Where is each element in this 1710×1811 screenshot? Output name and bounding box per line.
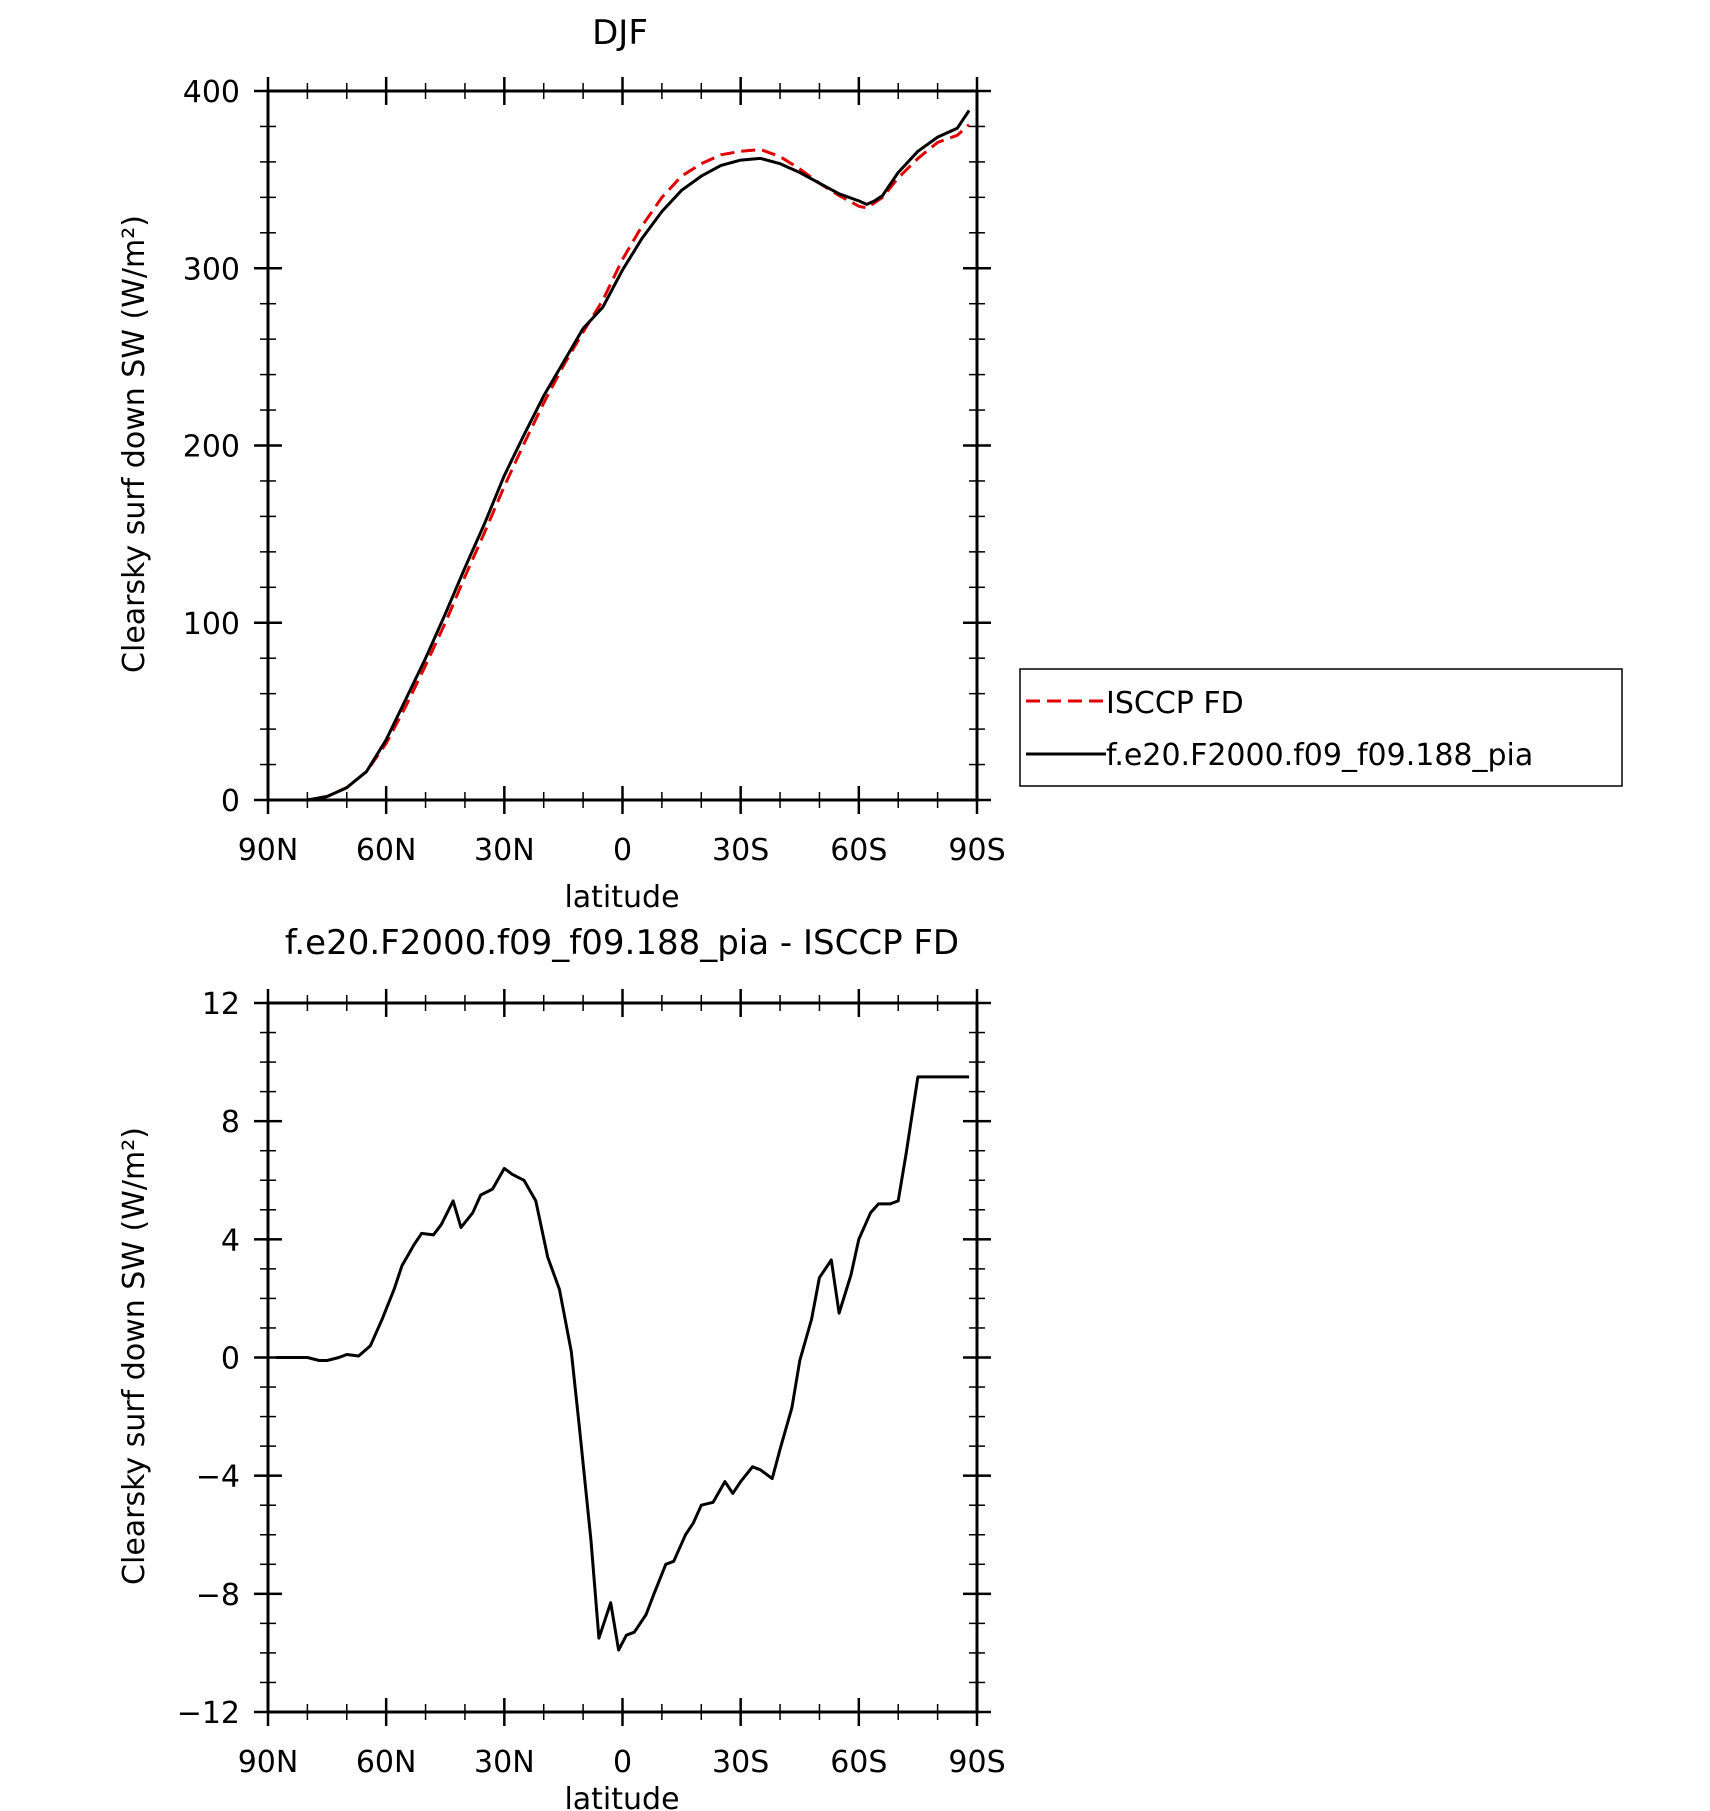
- y-tick-label: 12: [202, 987, 240, 1022]
- legend-label-isccp: ISCCP FD: [1106, 686, 1244, 721]
- x-tick-label: 90S: [948, 833, 1005, 868]
- bottom-series-lines: [275, 1075, 970, 1652]
- top-series-lines: [275, 109, 971, 802]
- top-x-tick-labels: 90N 60N 30N 0 30S 60S 90S: [238, 833, 1006, 868]
- top-panel-title: DJF: [592, 13, 648, 53]
- top-y-axis-label: Clearsky surf down SW (W/m²): [117, 215, 152, 673]
- bottom-x-tick-labels: 90N 60N 30N 0 30S 60S 90S: [238, 1745, 1006, 1780]
- bottom-y-tick-labels: −12 −8 −4 0 4 8 12: [177, 987, 240, 1731]
- bottom-panel: f.e20.F2000.f09_f09.188_pia - ISCCP FD 9…: [117, 923, 1006, 1811]
- y-tick-label: −4: [196, 1460, 240, 1495]
- y-tick-label: 100: [183, 607, 240, 642]
- y-tick-label: −8: [196, 1578, 240, 1613]
- top-plot-frame: [266, 89, 979, 802]
- x-tick-label: 0: [613, 1745, 632, 1780]
- top-y-tick-labels: 0 100 200 300 400: [183, 75, 240, 819]
- series-line-isccp-fd: [275, 123, 971, 802]
- x-tick-label: 30S: [712, 1745, 769, 1780]
- x-tick-label: 90N: [238, 833, 299, 868]
- y-tick-label: 8: [221, 1105, 240, 1140]
- bottom-panel-title: f.e20.F2000.f09_f09.188_pia - ISCCP FD: [285, 923, 959, 963]
- x-tick-label: 30S: [712, 833, 769, 868]
- series-line-difference: [275, 1075, 970, 1652]
- y-tick-label: 300: [183, 252, 240, 287]
- x-tick-label: 30N: [474, 1745, 535, 1780]
- x-tick-label: 60S: [830, 1745, 887, 1780]
- bottom-plot-frame: [266, 1001, 979, 1714]
- y-tick-label: 400: [183, 75, 240, 110]
- legend: ISCCP FD f.e20.F2000.f09_f09.188_pia: [1019, 668, 1623, 787]
- x-tick-label: 0: [613, 833, 632, 868]
- x-tick-label: 60N: [356, 833, 417, 868]
- x-tick-label: 60S: [830, 833, 887, 868]
- legend-box: [1019, 668, 1623, 787]
- x-tick-label: 90N: [238, 1745, 299, 1780]
- x-tick-label: 90S: [948, 1745, 1005, 1780]
- legend-label-model: f.e20.F2000.f09_f09.188_pia: [1106, 738, 1533, 773]
- y-tick-label: 0: [221, 784, 240, 819]
- series-line-model: [275, 109, 971, 802]
- y-tick-label: 4: [221, 1223, 240, 1258]
- top-x-axis-label: latitude: [564, 880, 679, 915]
- y-tick-label: 200: [183, 430, 240, 465]
- x-tick-label: 60N: [356, 1745, 417, 1780]
- bottom-y-axis-label: Clearsky surf down SW (W/m²): [117, 1127, 152, 1585]
- bottom-x-axis-label: latitude: [564, 1782, 679, 1811]
- top-panel: DJF 90N 60N 30N 0 30S 60S 90S 0 100 200 300 400 la…: [117, 13, 1623, 915]
- y-tick-label: −12: [177, 1696, 240, 1731]
- y-tick-label: 0: [221, 1342, 240, 1377]
- x-tick-label: 30N: [474, 833, 535, 868]
